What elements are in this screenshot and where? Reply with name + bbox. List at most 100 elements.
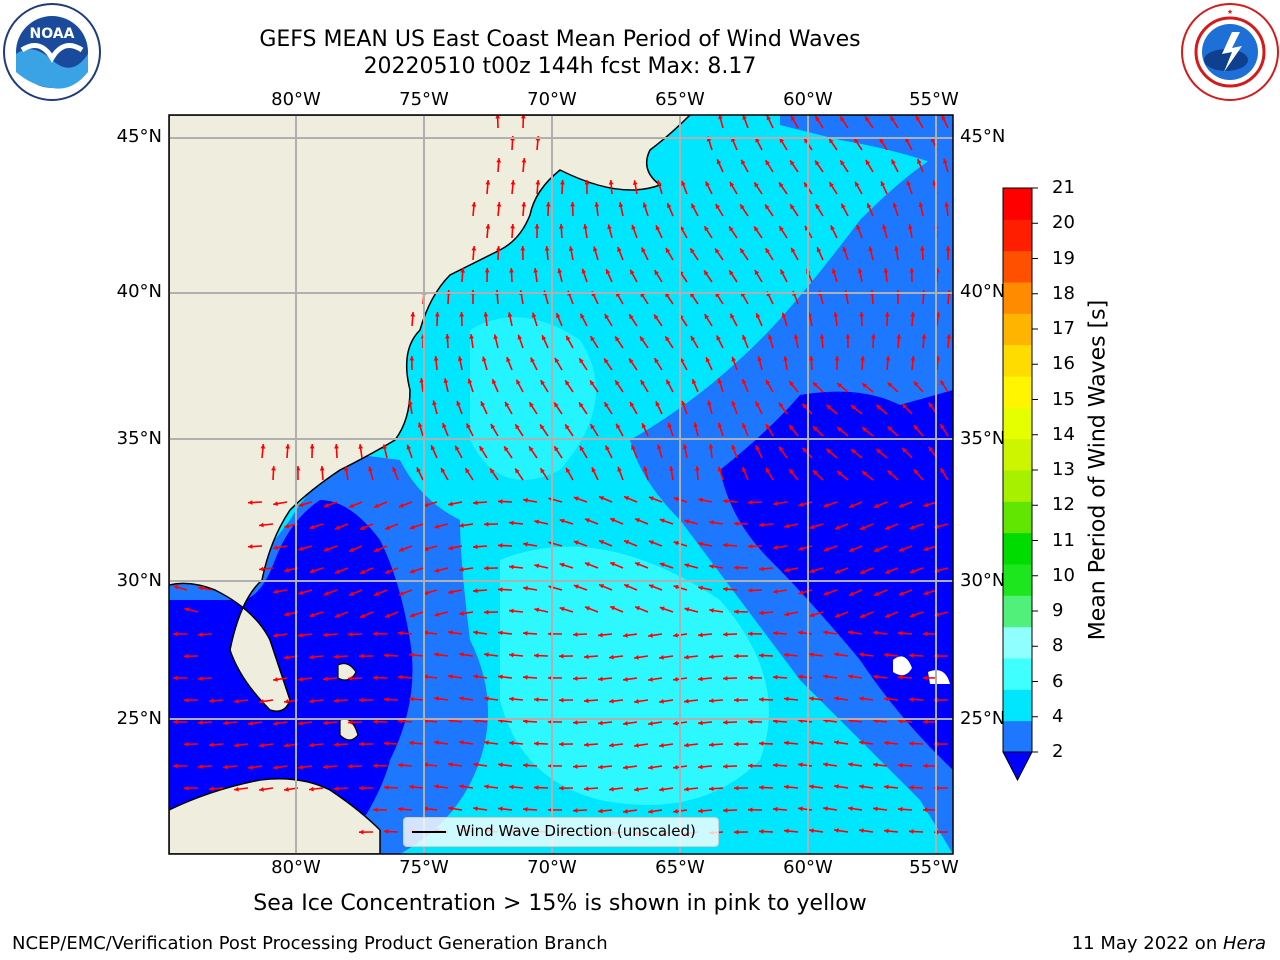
wind-wave-arrowhead <box>484 784 489 790</box>
wind-wave-arrowhead <box>879 138 884 144</box>
bottom-tick-75w: 75°W <box>399 857 449 878</box>
wind-wave-arrowhead <box>823 806 828 811</box>
wind-wave-arrowhead <box>609 654 614 660</box>
wind-wave-arrowhead <box>523 542 528 547</box>
wind-wave-arrowhead <box>533 268 539 273</box>
wind-wave-arrowhead <box>599 584 605 589</box>
wind-wave-arrowhead <box>566 335 571 341</box>
wind-wave-arrowhead <box>434 524 440 529</box>
top-tick-80w: 80°W <box>271 89 321 110</box>
colorbar-tick-label: 15 <box>1052 388 1075 410</box>
wind-wave-arrowhead <box>798 674 803 680</box>
wind-wave-arrowhead <box>558 224 564 229</box>
wind-wave-arrowhead <box>887 426 893 432</box>
wind-wave-arrowhead <box>945 246 951 251</box>
nws-logo: ★ <box>1181 3 1279 101</box>
wind-wave-arrowhead <box>434 696 439 702</box>
wind-wave-vectors <box>172 115 952 836</box>
wind-wave-arrowhead <box>716 335 721 341</box>
wind-wave-arrowhead <box>742 379 747 385</box>
footer-credit: NCEP/EMC/Verification Post Processing Pr… <box>12 933 608 954</box>
wind-wave-arrowhead <box>812 426 818 432</box>
colorbar-segment <box>1003 532 1032 565</box>
wind-wave-arrowhead <box>360 525 366 530</box>
wind-wave-arrowhead <box>759 697 764 702</box>
wind-wave-arrowhead <box>748 763 753 769</box>
wind-wave-arrowhead <box>584 654 589 660</box>
wind-wave-arrowhead <box>323 547 329 552</box>
wind-wave-arrowhead <box>909 568 915 574</box>
wind-wave-arrowhead <box>874 547 880 552</box>
colorbar <box>1002 187 1038 782</box>
wind-wave-arrowhead <box>384 829 389 834</box>
wind-wave-arrowhead <box>273 501 278 507</box>
wind-wave-arrowhead <box>784 523 790 529</box>
wind-wave-arrowhead <box>373 719 378 725</box>
bottom-tick-60w: 60°W <box>783 857 833 878</box>
wind-wave-arrowhead <box>590 424 595 430</box>
wind-wave-arrowhead <box>490 468 495 474</box>
wind-wave-arrowhead <box>928 402 934 408</box>
wind-wave-arrowhead <box>667 203 672 209</box>
colorbar-segment <box>1003 282 1032 314</box>
wind-wave-arrowhead <box>907 224 913 229</box>
wind-wave-arrowhead <box>398 762 403 768</box>
wind-wave-arrowhead <box>348 631 353 637</box>
colorbar-segment <box>1003 564 1032 596</box>
wind-wave-arrowhead <box>234 698 239 704</box>
wind-wave-arrowhead <box>773 589 778 594</box>
wind-wave-arrowhead <box>698 808 703 814</box>
wind-wave-arrowhead <box>648 721 653 726</box>
wind-wave-arrowhead <box>734 741 739 747</box>
wind-wave-arrowhead <box>434 612 440 617</box>
wind-wave-arrowhead <box>648 765 653 770</box>
wind-wave-arrowhead <box>334 654 339 660</box>
wind-wave-arrowhead <box>876 404 882 410</box>
wind-wave-arrowhead <box>209 786 214 792</box>
wind-wave-arrowhead <box>740 204 745 210</box>
top-tick-70w: 70°W <box>527 89 577 110</box>
wind-wave-arrowhead <box>298 676 303 682</box>
wind-wave-arrowhead <box>615 336 620 342</box>
wind-wave-arrowhead <box>940 424 945 430</box>
wind-wave-arrowhead <box>849 547 855 552</box>
wind-wave-arrowhead <box>829 138 834 144</box>
wind-wave-arrowhead <box>834 569 840 574</box>
wind-wave-arrowhead <box>523 630 528 636</box>
wind-wave-arrowhead <box>684 742 689 748</box>
wind-wave-arrowhead <box>284 655 289 660</box>
wind-wave-arrowhead <box>523 586 528 591</box>
wind-wave-arrowhead <box>496 202 502 207</box>
wind-wave-arrowhead <box>323 591 329 596</box>
wind-wave-arrowhead <box>884 312 890 317</box>
wind-wave-arrowhead <box>942 158 948 164</box>
legend-line-swatch <box>412 831 446 833</box>
wind-wave-arrowhead <box>559 785 564 791</box>
bottom-tick-80w: 80°W <box>271 857 321 878</box>
wind-wave-arrowhead <box>921 334 927 339</box>
wind-wave-arrowhead <box>559 697 564 703</box>
wind-wave-arrowhead <box>734 609 739 615</box>
wind-wave-arrowhead <box>865 159 871 165</box>
wind-wave-arrowhead <box>754 269 760 275</box>
wind-wave-arrowhead <box>673 540 679 546</box>
wind-wave-arrowhead <box>580 313 585 319</box>
wind-wave-arrowhead <box>731 356 737 362</box>
wind-wave-arrowhead <box>349 503 355 508</box>
wind-wave-arrowhead <box>398 503 404 508</box>
wind-wave-arrowhead <box>873 630 878 636</box>
wind-wave-arrowhead <box>198 632 203 637</box>
wind-wave-arrowhead <box>759 522 764 528</box>
wind-wave-arrowhead <box>384 653 389 658</box>
wind-wave-arrowhead <box>473 544 478 550</box>
wind-wave-arrowhead <box>791 247 796 253</box>
wind-wave-arrowhead <box>920 246 925 251</box>
wind-wave-arrowhead <box>323 503 329 508</box>
wind-wave-arrowhead <box>765 248 770 254</box>
wind-wave-arrowhead <box>729 226 734 232</box>
wind-wave-arrowhead <box>909 524 915 530</box>
wind-wave-arrowhead <box>385 525 390 530</box>
wind-wave-arrowhead <box>909 653 914 658</box>
wind-wave-arrowhead <box>248 544 253 549</box>
wind-wave-arrowhead <box>845 334 851 339</box>
